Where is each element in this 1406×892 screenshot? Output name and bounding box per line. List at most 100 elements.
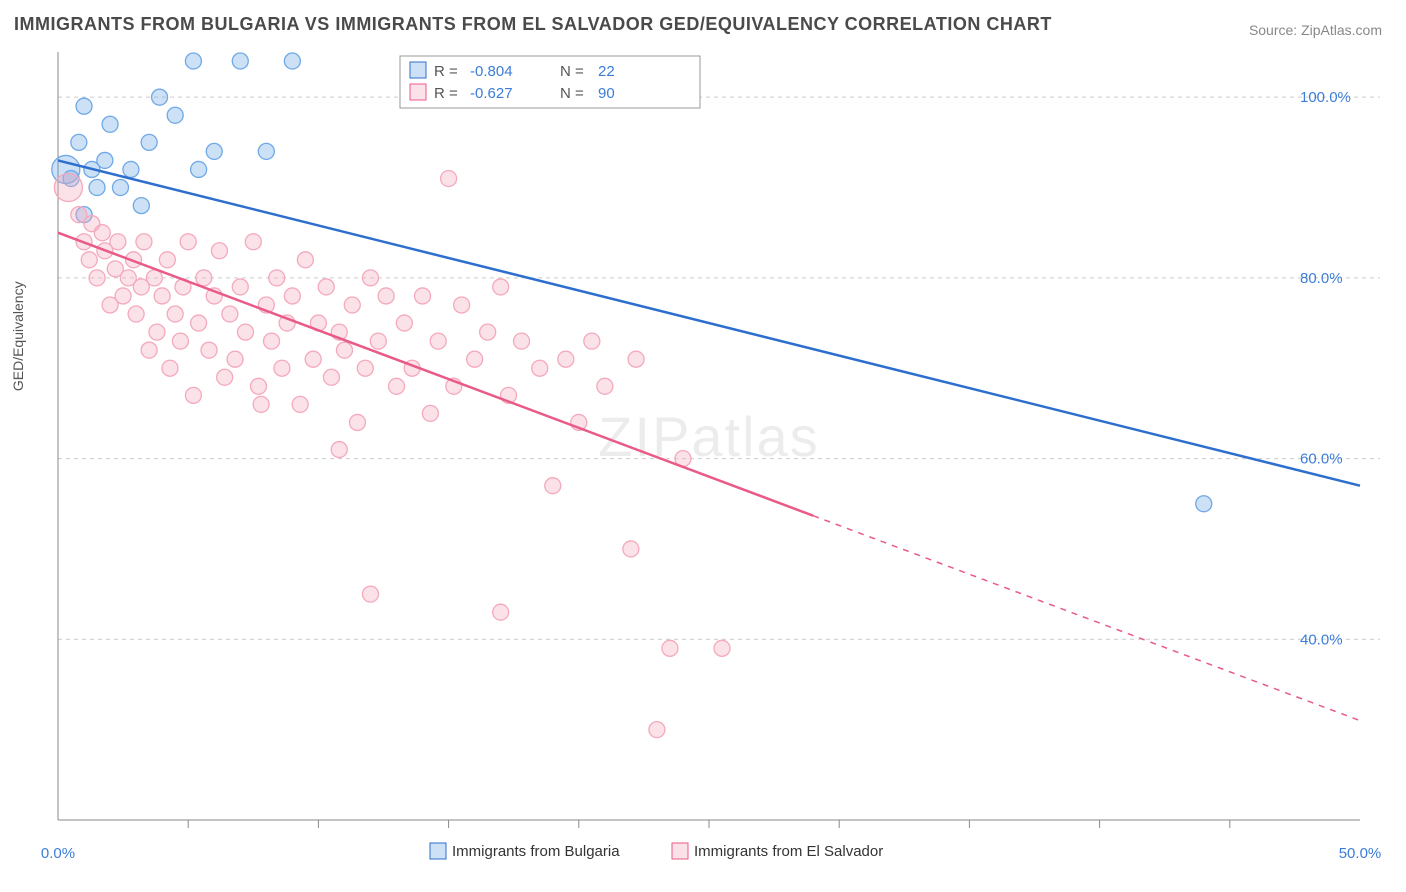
scatter-point — [54, 174, 82, 202]
legend-label: Immigrants from Bulgaria — [452, 843, 620, 860]
svg-text:60.0%: 60.0% — [1300, 451, 1343, 468]
scatter-point — [336, 342, 352, 358]
svg-text:50.0%: 50.0% — [1339, 845, 1382, 862]
scatter-point — [467, 351, 483, 367]
scatter-point — [191, 315, 207, 331]
svg-text:R =: R = — [434, 63, 458, 80]
legend-swatch — [672, 843, 688, 859]
scatter-point — [191, 161, 207, 177]
scatter-point — [141, 134, 157, 150]
scatter-point — [167, 107, 183, 123]
scatter-point — [112, 180, 128, 196]
scatter-point — [167, 306, 183, 322]
scatter-point — [584, 333, 600, 349]
scatter-point — [514, 333, 530, 349]
scatter-point — [253, 396, 269, 412]
scatter-point — [349, 414, 365, 430]
legend-label: Immigrants from El Salvador — [694, 843, 883, 860]
scatter-point — [532, 360, 548, 376]
scatter-point — [217, 369, 233, 385]
scatter-point — [389, 378, 405, 394]
svg-text:N =: N = — [560, 63, 584, 80]
scatter-point — [396, 315, 412, 331]
svg-text:N =: N = — [560, 85, 584, 102]
scatter-point — [331, 442, 347, 458]
scatter-point — [597, 378, 613, 394]
correlation-chart: 100.0%80.0%60.0%40.0%0.0%50.0%ZIPatlasR … — [0, 0, 1406, 892]
scatter-point — [628, 351, 644, 367]
legend-swatch — [430, 843, 446, 859]
scatter-point — [162, 360, 178, 376]
scatter-point — [115, 288, 131, 304]
scatter-point — [344, 297, 360, 313]
svg-text:0.0%: 0.0% — [41, 845, 75, 862]
scatter-point — [154, 288, 170, 304]
scatter-point — [94, 225, 110, 241]
scatter-point — [172, 333, 188, 349]
scatter-point — [180, 234, 196, 250]
scatter-point — [441, 170, 457, 186]
scatter-point — [89, 270, 105, 286]
scatter-point — [284, 53, 300, 69]
scatter-point — [545, 478, 561, 494]
scatter-point — [623, 541, 639, 557]
svg-text:40.0%: 40.0% — [1300, 631, 1343, 648]
stat-r: -0.804 — [470, 63, 513, 80]
scatter-point — [89, 180, 105, 196]
scatter-point — [128, 306, 144, 322]
scatter-point — [152, 89, 168, 105]
scatter-point — [222, 306, 238, 322]
stat-r: -0.627 — [470, 85, 513, 102]
scatter-point — [110, 234, 126, 250]
scatter-point — [297, 252, 313, 268]
scatter-point — [292, 396, 308, 412]
scatter-point — [318, 279, 334, 295]
scatter-point — [362, 586, 378, 602]
scatter-point — [245, 234, 261, 250]
svg-text:100.0%: 100.0% — [1300, 89, 1351, 106]
scatter-point — [454, 297, 470, 313]
scatter-point — [558, 351, 574, 367]
scatter-point — [649, 722, 665, 738]
scatter-point — [264, 333, 280, 349]
scatter-point — [714, 640, 730, 656]
trendline-extrapolated — [813, 516, 1360, 721]
scatter-point — [274, 360, 290, 376]
scatter-point — [362, 270, 378, 286]
scatter-point — [480, 324, 496, 340]
scatter-point — [251, 378, 267, 394]
svg-text:R =: R = — [434, 85, 458, 102]
scatter-point — [185, 387, 201, 403]
scatter-point — [237, 324, 253, 340]
scatter-point — [206, 143, 222, 159]
scatter-point — [284, 288, 300, 304]
scatter-point — [227, 351, 243, 367]
scatter-point — [305, 351, 321, 367]
scatter-point — [97, 152, 113, 168]
scatter-point — [141, 342, 157, 358]
scatter-point — [269, 270, 285, 286]
scatter-point — [123, 161, 139, 177]
scatter-point — [430, 333, 446, 349]
scatter-point — [232, 53, 248, 69]
scatter-point — [493, 279, 509, 295]
scatter-point — [102, 116, 118, 132]
scatter-point — [422, 405, 438, 421]
scatter-point — [149, 324, 165, 340]
svg-text:ZIPatlas: ZIPatlas — [598, 405, 819, 468]
scatter-point — [136, 234, 152, 250]
scatter-point — [415, 288, 431, 304]
scatter-point — [493, 604, 509, 620]
scatter-point — [196, 270, 212, 286]
scatter-point — [370, 333, 386, 349]
scatter-point — [662, 640, 678, 656]
scatter-point — [81, 252, 97, 268]
scatter-point — [71, 134, 87, 150]
scatter-point — [323, 369, 339, 385]
scatter-point — [185, 53, 201, 69]
scatter-point — [232, 279, 248, 295]
scatter-point — [1196, 496, 1212, 512]
scatter-point — [258, 143, 274, 159]
scatter-point — [146, 270, 162, 286]
scatter-point — [159, 252, 175, 268]
